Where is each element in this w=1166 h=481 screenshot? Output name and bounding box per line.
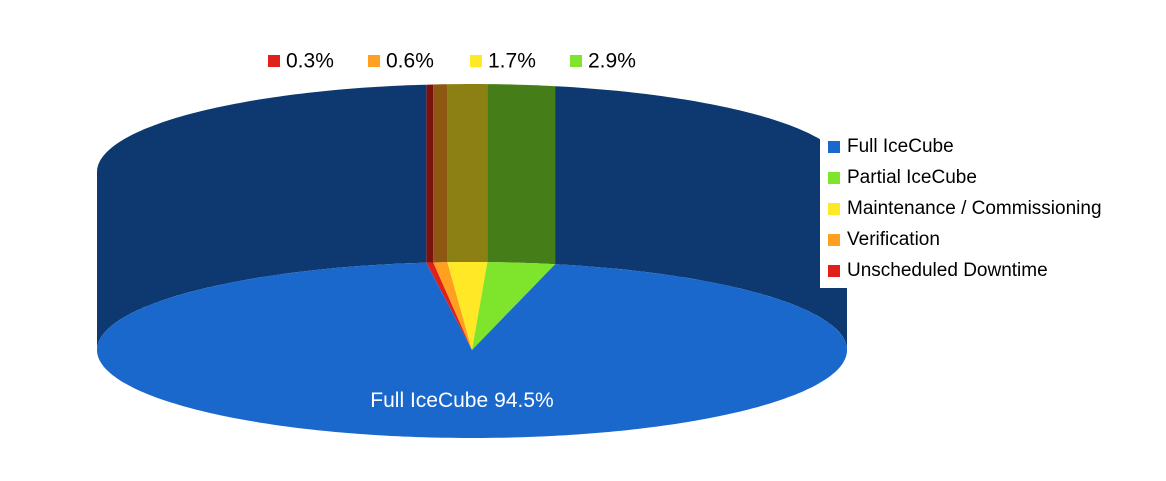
legend-swatch	[828, 234, 840, 246]
pie	[97, 84, 847, 438]
slice-label-value: 94.5%	[494, 389, 554, 412]
legend-swatch	[828, 265, 840, 277]
pie-wall	[426, 84, 434, 263]
pie-slice	[426, 262, 472, 350]
pie-slice	[447, 262, 488, 350]
legend-swatch	[828, 172, 840, 184]
pie-wall	[433, 84, 448, 263]
legend-label: Maintenance / Commissioning	[847, 198, 1102, 219]
legend-swatch	[828, 203, 840, 215]
legend-label: Full IceCube	[847, 136, 954, 157]
pie-slice	[97, 262, 847, 438]
legend-label: Partial IceCube	[847, 167, 977, 188]
legend-swatch	[828, 141, 840, 153]
labels: Full IceCube 94.5% 0.3% 0.6% 1.7% 2.9%	[268, 50, 636, 412]
label-swatch	[368, 55, 380, 67]
legend-box	[820, 130, 1166, 288]
label-swatch	[268, 55, 280, 67]
pie-wall	[447, 84, 488, 263]
slice-label: 0.3%	[286, 50, 334, 73]
legend-label: Verification	[847, 229, 940, 250]
pie-wall	[555, 86, 847, 350]
legend: Full IceCube Partial IceCube Maintenance /…	[828, 136, 1102, 281]
slice-label: Full IceCube 94.5%	[370, 389, 553, 412]
pie-slice	[472, 262, 556, 350]
label-swatch	[570, 55, 582, 67]
slice-label: 1.7%	[488, 50, 536, 73]
label-swatch	[470, 55, 482, 67]
slice-label: 2.9%	[588, 50, 636, 73]
pie-slice	[433, 262, 472, 350]
slice-label-name: Full IceCube	[370, 389, 488, 412]
pie-wall	[97, 84, 427, 350]
legend-label: Unscheduled Downtime	[847, 260, 1048, 281]
slice-label: 0.6%	[386, 50, 434, 73]
pie-wall	[487, 84, 556, 265]
